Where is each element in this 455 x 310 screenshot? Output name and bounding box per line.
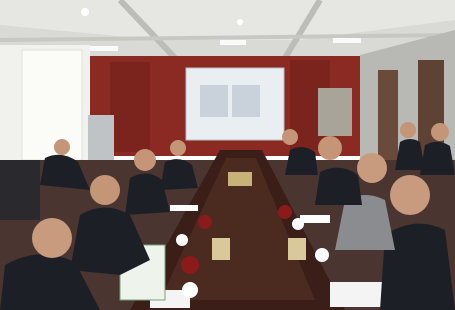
curtain <box>22 50 82 160</box>
ceiling-light <box>90 46 118 51</box>
person-head <box>90 175 120 205</box>
meeting-photo <box>0 0 455 310</box>
gift-box <box>228 172 252 186</box>
person-head <box>318 136 342 160</box>
flower-pot <box>278 205 292 219</box>
person-head <box>282 129 298 145</box>
chair <box>0 160 40 220</box>
wall-panel <box>110 62 150 152</box>
ceiling-light <box>81 8 89 16</box>
person <box>285 147 318 175</box>
cup <box>292 218 304 230</box>
paper <box>170 205 198 211</box>
cup <box>176 234 188 246</box>
person-head <box>390 175 430 215</box>
person <box>315 168 362 205</box>
gift-box <box>212 238 230 260</box>
ceiling-light <box>237 19 243 25</box>
page <box>0 0 455 310</box>
person-head <box>357 153 387 183</box>
flower-pot <box>181 256 199 274</box>
gift-box <box>288 238 306 260</box>
paper <box>300 215 330 223</box>
refrigerator <box>88 115 114 165</box>
cup <box>315 248 329 262</box>
person-head <box>400 122 416 138</box>
ceiling-light <box>220 40 246 45</box>
person-head <box>32 218 72 258</box>
door <box>378 70 398 160</box>
ceiling-light <box>333 38 361 43</box>
screen-image <box>232 85 260 117</box>
person-head <box>134 149 156 171</box>
doorway <box>318 88 352 136</box>
person-head <box>170 140 186 156</box>
person <box>420 142 455 175</box>
flower-pot <box>198 215 212 229</box>
cup <box>182 282 198 298</box>
person-head <box>431 123 449 141</box>
person-head <box>54 139 70 155</box>
screen-image <box>200 85 228 117</box>
